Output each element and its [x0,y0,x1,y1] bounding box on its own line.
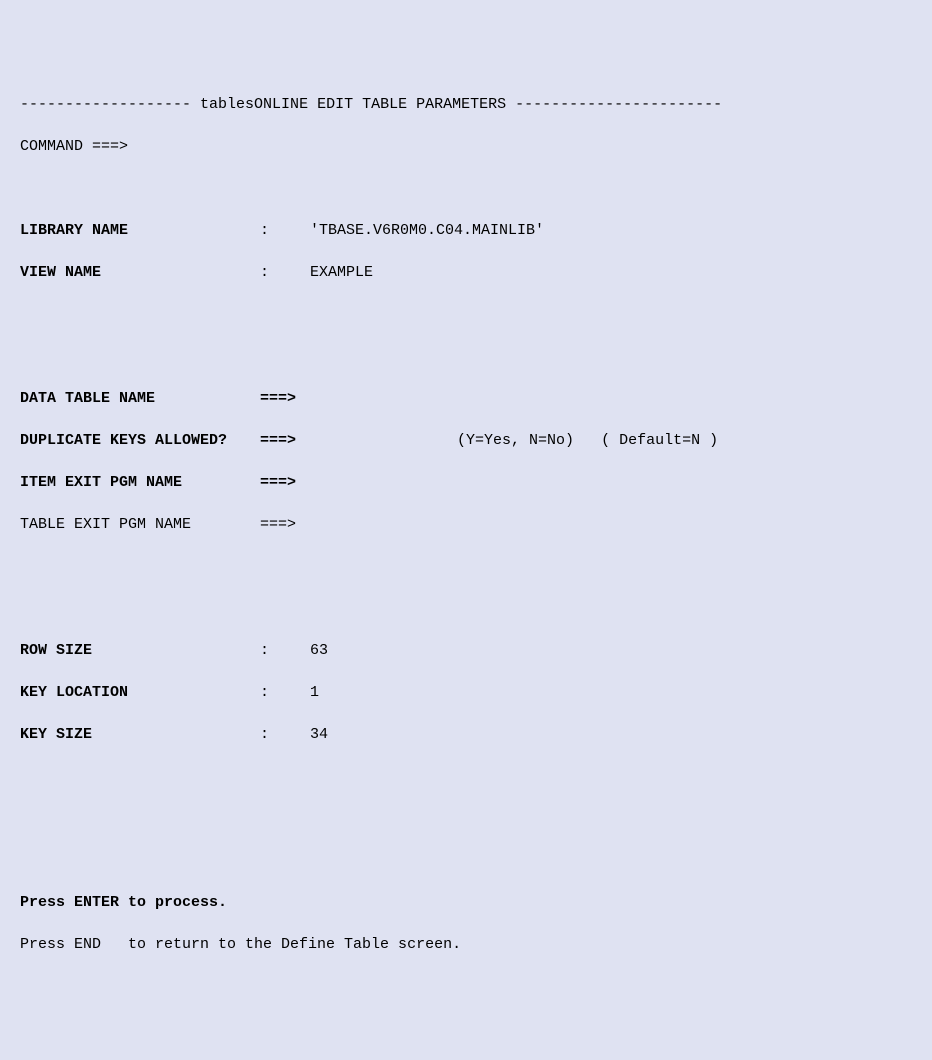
table-exit-sep: ===> [260,514,310,535]
data-table-name-row: DATA TABLE NAME===> [20,388,912,409]
command-label: COMMAND ===> [20,138,128,155]
footer-line1: Press ENTER to process. [20,892,912,913]
row-size-value: 63 [310,640,328,661]
library-name-row: LIBRARY NAME:'TBASE.V6R0M0.C04.MAINLIB' [20,220,912,241]
key-location-sep: : [260,682,310,703]
key-location-value: 1 [310,682,319,703]
table-exit-label: TABLE EXIT PGM NAME [20,514,260,535]
header-dash-left: ------------------- [20,96,191,113]
library-name-sep: : [260,220,310,241]
row-size-label: ROW SIZE [20,640,260,661]
key-size-row: KEY SIZE:34 [20,724,912,745]
view-name-value: EXAMPLE [310,262,373,283]
duplicate-keys-row: DUPLICATE KEYS ALLOWED?===> (Y=Yes, N=No… [20,430,912,451]
panel-header: ------------------- tablesONLINE EDIT TA… [20,94,912,115]
duplicate-keys-hint2: ( Default=N ) [601,430,718,451]
data-table-name-sep: ===> [260,388,310,409]
key-size-value: 34 [310,724,328,745]
key-location-label: KEY LOCATION [20,682,260,703]
view-name-label: VIEW NAME [20,262,260,283]
duplicate-keys-input[interactable] [310,432,430,449]
command-input[interactable] [137,138,537,155]
table-exit-input[interactable] [310,516,430,533]
view-name-row: VIEW NAME:EXAMPLE [20,262,912,283]
row-size-sep: : [260,640,310,661]
key-location-row: KEY LOCATION:1 [20,682,912,703]
data-table-name-input[interactable] [310,390,430,407]
item-exit-label: ITEM EXIT PGM NAME [20,472,260,493]
duplicate-keys-label: DUPLICATE KEYS ALLOWED? [20,430,260,451]
library-name-value: 'TBASE.V6R0M0.C04.MAINLIB' [310,220,544,241]
header-dash-right: ----------------------- [515,96,722,113]
key-size-sep: : [260,724,310,745]
duplicate-keys-hint1: (Y=Yes, N=No) [457,430,574,451]
command-row: COMMAND ===> [20,136,912,157]
row-size-row: ROW SIZE:63 [20,640,912,661]
library-name-label: LIBRARY NAME [20,220,260,241]
data-table-name-label: DATA TABLE NAME [20,388,260,409]
key-size-label: KEY SIZE [20,724,260,745]
item-exit-input[interactable] [310,474,430,491]
header-title: tablesONLINE EDIT TABLE PARAMETERS [200,96,506,113]
footer-line2: Press END to return to the Define Table … [20,934,912,955]
item-exit-sep: ===> [260,472,310,493]
view-name-sep: : [260,262,310,283]
table-exit-row: TABLE EXIT PGM NAME===> [20,514,912,535]
duplicate-keys-sep: ===> [260,430,310,451]
item-exit-row: ITEM EXIT PGM NAME===> [20,472,912,493]
